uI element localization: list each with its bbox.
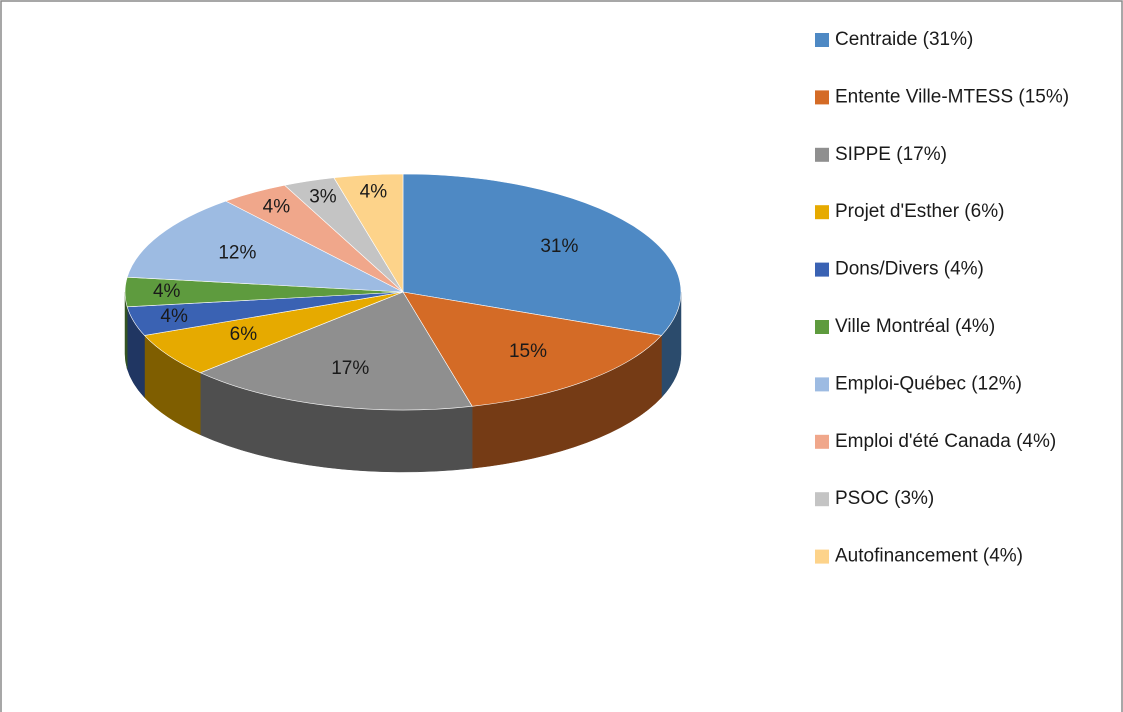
legend-label: Centraide (31%): [835, 29, 973, 50]
legend-label: Emploi d'été Canada (4%): [835, 431, 1056, 452]
legend-swatch: [815, 205, 829, 220]
slice: [199, 291, 473, 411]
data-label: 17%: [331, 358, 369, 379]
data-label: 4%: [263, 196, 291, 217]
legend-label: Projet d'Esther (6%): [835, 201, 1004, 222]
slice: [402, 173, 682, 336]
data-label: 4%: [160, 306, 188, 327]
data-label: 15%: [509, 341, 547, 362]
legend-swatch: [815, 262, 829, 277]
data-label: 3%: [309, 187, 337, 208]
slice: [333, 173, 404, 294]
legend-label: Autofinancement (4%): [835, 546, 1023, 567]
legend-label: Emploi-Québec (12%): [835, 373, 1022, 394]
legend-label: Dons/Divers (4%): [835, 259, 984, 280]
slice: [402, 291, 663, 407]
legend-label: SIPPE (17%): [835, 144, 947, 165]
legend-swatch: [815, 320, 829, 334]
legend-swatch: [815, 90, 829, 105]
legend-label: PSOC (3%): [835, 488, 934, 509]
legend-swatch: [815, 492, 829, 507]
legend-label: Entente Ville-MTESS (15%): [835, 86, 1069, 107]
data-label: 4%: [153, 281, 181, 302]
data-label: 31%: [540, 236, 578, 257]
data-label: 4%: [360, 182, 388, 203]
slice: [126, 200, 404, 293]
legend-swatch: [815, 549, 829, 564]
legend-label: Ville Montréal (4%): [835, 316, 995, 337]
data-label: 6%: [230, 324, 258, 345]
data-label: 12%: [218, 242, 256, 263]
legend-swatch: [815, 434, 829, 449]
legend-swatch: [815, 377, 829, 392]
legend-swatch: [815, 147, 829, 162]
legend-swatch: [815, 33, 829, 47]
